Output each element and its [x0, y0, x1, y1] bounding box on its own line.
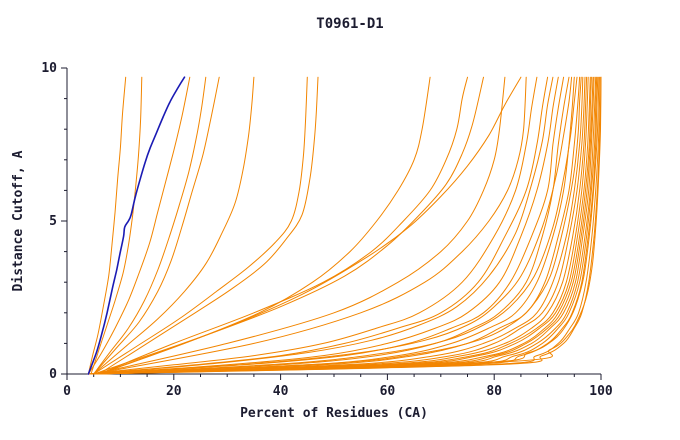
model-curve — [98, 76, 319, 375]
y-axis-label: Distance Cutoff, A — [11, 150, 26, 291]
model-curve — [87, 76, 581, 375]
model-curve — [93, 76, 573, 375]
axes: 0 20 40 60 80 100 0 5 10 — [41, 61, 613, 399]
y-tick-label: 10 — [41, 61, 57, 76]
chart-title: T0961-D1 — [316, 16, 383, 32]
model-curve — [87, 76, 565, 375]
model-curve — [93, 76, 602, 375]
model-curve — [98, 76, 431, 375]
model-curve — [87, 76, 584, 375]
x-tick-label: 100 — [589, 384, 613, 399]
x-tick-label: 60 — [380, 384, 396, 399]
model-curve — [93, 76, 220, 375]
model-curve — [93, 76, 578, 375]
model-curve — [87, 76, 601, 375]
model-curve — [93, 76, 255, 375]
model-curve — [93, 76, 582, 375]
model-curve — [93, 76, 586, 375]
model-curves — [87, 76, 602, 375]
x-axis-label: Percent of Residues (CA) — [240, 406, 428, 421]
model-curve — [87, 76, 594, 375]
model-curve — [93, 76, 527, 375]
model-curve — [87, 76, 570, 375]
highlighted-model-curve — [87, 76, 186, 375]
model-curve — [93, 76, 522, 375]
x-tick-label: 20 — [166, 384, 182, 399]
model-curve — [93, 76, 554, 375]
model-curve — [87, 76, 538, 375]
model-curve — [93, 76, 207, 375]
model-curve — [87, 76, 127, 375]
model-curve — [93, 76, 308, 375]
model-curve — [93, 76, 506, 375]
model-curve — [93, 76, 559, 375]
x-tick-label: 0 — [63, 384, 71, 399]
model-curve — [98, 76, 468, 375]
model-curve — [87, 76, 549, 375]
model-curve — [87, 76, 599, 375]
model-curve — [90, 76, 143, 375]
x-tick-label: 80 — [486, 384, 502, 399]
y-tick-label: 0 — [49, 367, 57, 382]
model-curve — [87, 76, 588, 375]
model-curve — [87, 76, 602, 375]
model-curve — [87, 76, 191, 375]
x-tick-label: 40 — [273, 384, 289, 399]
y-tick-label: 5 — [49, 214, 57, 229]
model-curve — [98, 76, 484, 375]
